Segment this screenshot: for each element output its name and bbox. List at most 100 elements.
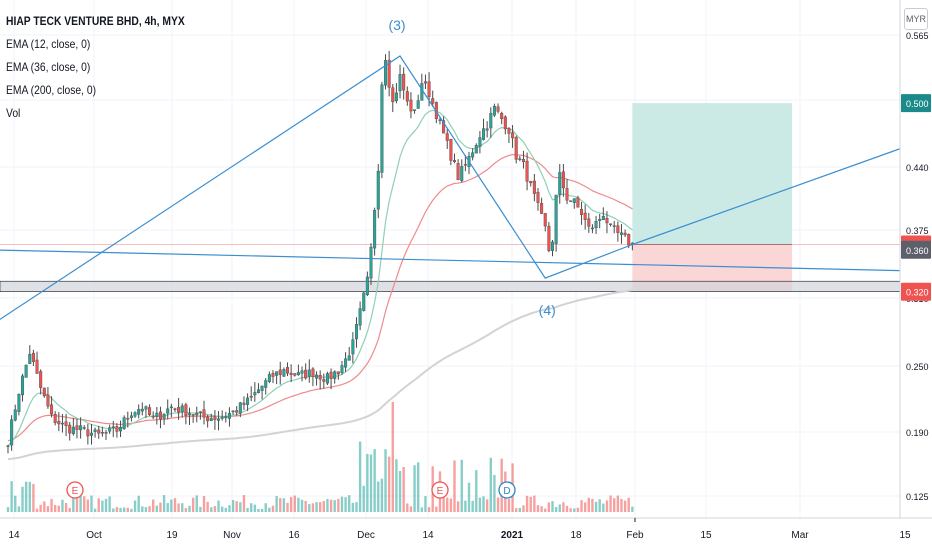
volume-bar xyxy=(533,495,536,512)
volume-bar xyxy=(155,505,159,512)
legend-ema12[interactable]: EMA (12, close, 0) xyxy=(6,37,91,51)
volume-bar xyxy=(326,498,329,512)
candle-body xyxy=(151,415,155,418)
volume-bar xyxy=(529,496,532,512)
candle-body xyxy=(518,158,522,160)
volume-bar xyxy=(213,506,217,512)
volume-bar xyxy=(14,495,17,512)
volume-bar xyxy=(308,504,311,512)
candle-body xyxy=(438,119,442,121)
volume-bar xyxy=(525,495,529,512)
candle-body xyxy=(93,429,97,432)
candle-body xyxy=(111,426,115,428)
candle-body xyxy=(180,405,184,413)
symbol-title[interactable]: HIAP TECK VENTURE BHD, 4h, MYX xyxy=(6,14,185,28)
candle-body xyxy=(365,276,369,295)
candle-body xyxy=(580,208,584,215)
candle-body xyxy=(57,420,61,425)
candle-body xyxy=(503,116,507,130)
legend-ema36[interactable]: EMA (36, close, 0) xyxy=(6,60,91,74)
volume-bar xyxy=(594,501,598,512)
candle-body xyxy=(10,419,14,446)
position-zones[interactable] xyxy=(0,103,901,292)
candle-body xyxy=(278,369,282,375)
candle-body xyxy=(184,404,188,416)
candle-body xyxy=(169,406,173,409)
legend-volume[interactable]: Vol xyxy=(6,106,21,120)
volume-bar xyxy=(395,459,398,512)
volume-bar xyxy=(202,496,206,512)
volume-bar xyxy=(496,497,500,512)
volume-bar xyxy=(351,502,355,512)
candle-body xyxy=(449,139,453,161)
volume-bar xyxy=(453,460,456,512)
price-tick-label: 0.565 xyxy=(906,31,929,41)
volume-bar xyxy=(333,500,336,512)
candle-body xyxy=(333,371,337,379)
candle-body xyxy=(28,354,32,364)
candle-body xyxy=(358,308,362,326)
candle-body xyxy=(344,358,348,368)
candle-body xyxy=(256,389,260,394)
candle-body xyxy=(115,426,119,432)
price-label-text: 0.320 xyxy=(906,288,929,298)
volume-bar xyxy=(631,506,634,512)
drawing-tools[interactable]: (3) (4) xyxy=(0,17,905,328)
volume-bar xyxy=(282,498,286,512)
volume-bar xyxy=(460,459,463,512)
price-label-text: 0.500 xyxy=(906,99,929,109)
volume-bar xyxy=(75,497,79,512)
volume-bar xyxy=(583,502,587,512)
volume-bar xyxy=(271,505,275,512)
volume-bar xyxy=(133,500,137,512)
candle-body xyxy=(50,404,54,415)
candle-body xyxy=(471,152,475,158)
volume-bar xyxy=(224,507,227,512)
volume-bar xyxy=(239,502,242,512)
volume-bar xyxy=(242,495,246,512)
volume-bar xyxy=(17,506,21,512)
volume-bar xyxy=(260,508,264,512)
candle-body xyxy=(496,106,500,112)
volume-bar xyxy=(279,498,282,512)
candle-body xyxy=(191,414,195,416)
volume-bar xyxy=(427,507,431,512)
time-axis[interactable]: 14 Oct 19 Nov 16 Dec 14 2021 18 Feb 15 Mar 15 xyxy=(0,517,932,550)
price-axis[interactable]: 0.5650.5000.4400.3750.3100.2500.1900.125… xyxy=(899,0,932,550)
legend-ema200[interactable]: EMA (200, close, 0) xyxy=(6,83,97,97)
volume-bar xyxy=(72,498,75,512)
candle-body xyxy=(507,128,511,134)
candle-body xyxy=(616,225,620,233)
candle-body xyxy=(53,414,57,423)
candle-body xyxy=(35,359,39,374)
candle-body xyxy=(155,412,159,417)
candle-body xyxy=(547,225,551,251)
volume-bar xyxy=(409,506,413,512)
volume-bar xyxy=(57,505,61,512)
candle-body xyxy=(289,372,293,375)
candle-body xyxy=(75,425,79,431)
candle-body xyxy=(416,100,420,109)
volume-bar xyxy=(304,500,307,512)
candle-body xyxy=(318,375,322,380)
candle-body xyxy=(71,426,75,435)
candle-body xyxy=(492,106,496,116)
candle-body xyxy=(195,412,199,416)
candle-body xyxy=(158,411,162,420)
candle-body xyxy=(24,364,28,378)
candle-body xyxy=(398,74,402,92)
candle-body xyxy=(122,417,126,429)
candle-body xyxy=(296,372,300,376)
candle-body xyxy=(569,200,573,202)
candle-body xyxy=(405,91,409,102)
currency-button[interactable]: MYR xyxy=(904,8,928,30)
volume-bar xyxy=(250,503,253,512)
volume-bar xyxy=(478,497,482,512)
candle-body xyxy=(235,410,239,413)
candle-body xyxy=(177,407,181,413)
candle-body xyxy=(119,427,123,432)
volume-bar xyxy=(616,495,620,512)
